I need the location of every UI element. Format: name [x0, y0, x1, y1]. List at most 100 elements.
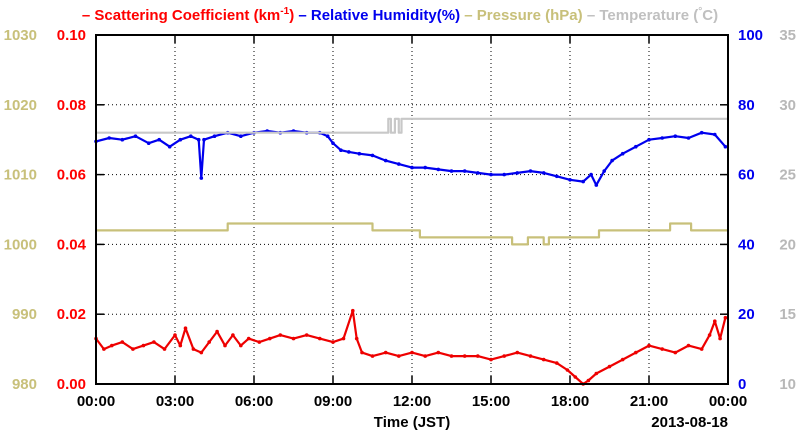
legend-dash: –: [294, 7, 311, 24]
data-point: [476, 354, 480, 358]
data-point: [699, 347, 704, 351]
data-point: [647, 343, 651, 348]
data-point: [246, 336, 251, 341]
data-point: [647, 137, 651, 142]
data-point: [397, 162, 401, 166]
data-point: [199, 350, 204, 355]
data-point: [207, 340, 211, 344]
data-point: [202, 137, 206, 142]
legend-dash: –: [583, 7, 600, 24]
data-point: [589, 172, 593, 177]
data-point: [196, 137, 201, 142]
data-point: [257, 340, 262, 344]
pressure-tick-label: 990: [12, 306, 37, 323]
data-point: [173, 333, 177, 337]
legend-item: Pressure (hPa): [477, 7, 583, 24]
scattering-tick-label: 0.08: [57, 97, 86, 114]
pressure-tick-label: 1010: [4, 167, 37, 184]
data-point: [602, 169, 606, 173]
data-point: [383, 350, 388, 355]
data-point: [660, 347, 664, 351]
data-point: [594, 371, 599, 376]
data-point: [215, 329, 219, 334]
temperature-tick-label: 15: [779, 306, 796, 323]
data-point: [178, 343, 183, 348]
grid: [96, 35, 728, 384]
data-point: [351, 308, 355, 313]
series-layer: [94, 117, 728, 386]
data-point: [462, 354, 467, 358]
data-point: [515, 350, 520, 355]
legend-dash: –: [460, 7, 477, 24]
data-point: [423, 354, 428, 358]
series-line: [96, 117, 728, 134]
data-point: [436, 350, 441, 355]
data-point: [620, 151, 625, 156]
x-tick-label: 12:00: [393, 393, 431, 410]
series-line: [95, 129, 727, 187]
x-tick-label: 18:00: [551, 393, 589, 410]
humidity-tick-label: 20: [738, 306, 755, 323]
x-axis-label: Time (JST): [374, 414, 450, 431]
data-point: [231, 333, 235, 337]
x-tick-label: 00:00: [709, 393, 747, 410]
data-point: [278, 333, 283, 337]
x-tick-label: 21:00: [630, 393, 668, 410]
data-point: [152, 340, 156, 344]
data-point: [713, 319, 717, 324]
data-point: [239, 343, 243, 348]
temperature-tick-label: 20: [779, 236, 796, 253]
data-point: [673, 134, 678, 138]
temperature-tick-label: 30: [779, 97, 796, 114]
data-point: [304, 333, 309, 337]
series-temperature: [96, 117, 728, 134]
data-point: [489, 357, 493, 362]
data-point: [673, 350, 678, 355]
data-point: [634, 350, 638, 355]
data-point: [268, 336, 272, 341]
humidity-tick-label: 0: [738, 376, 746, 393]
axes: 00:00 03:00 06:00 09:00 12:00 15:00 18:00 21:00…: [4, 27, 796, 410]
data-point: [718, 336, 722, 341]
x-tick-label: 09:00: [314, 393, 352, 410]
data-point: [331, 141, 335, 145]
data-point: [131, 347, 135, 351]
data-point: [120, 340, 125, 344]
data-point: [610, 158, 614, 163]
data-point: [383, 158, 388, 163]
data-point: [686, 136, 691, 140]
series-scattering-coefficient: [94, 308, 728, 386]
legend-item: Relative Humidity(%): [311, 7, 460, 24]
data-point: [133, 134, 138, 138]
legend-item: Scattering Coefficient (km: [94, 7, 280, 24]
legend-item: Temperature (: [599, 7, 698, 24]
legend-dash: –: [82, 7, 95, 24]
humidity-tick-label: 40: [738, 236, 755, 253]
data-point: [528, 354, 533, 358]
data-point: [707, 333, 712, 337]
data-point: [581, 179, 585, 184]
legend-superscript: °: [698, 6, 702, 17]
data-point: [146, 141, 151, 145]
x-tick-label: 00:00: [77, 393, 115, 410]
data-point: [476, 171, 480, 175]
data-point: [489, 172, 493, 177]
data-point: [212, 134, 217, 138]
legend-superscript: -1: [280, 6, 289, 17]
x-tick-label: 03:00: [156, 393, 194, 410]
data-point: [541, 171, 546, 175]
data-point: [462, 169, 467, 173]
data-point: [183, 326, 188, 331]
scattering-tick-label: 0.04: [57, 236, 87, 253]
series-line: [96, 222, 728, 246]
humidity-tick-label: 80: [738, 97, 755, 114]
pressure-tick-label: 980: [12, 376, 37, 393]
legend-close: ): [289, 7, 294, 24]
data-point: [223, 343, 227, 348]
data-point: [397, 354, 401, 358]
data-point: [370, 153, 375, 158]
data-point: [354, 336, 359, 341]
data-point: [410, 350, 414, 355]
data-point: [515, 171, 520, 175]
